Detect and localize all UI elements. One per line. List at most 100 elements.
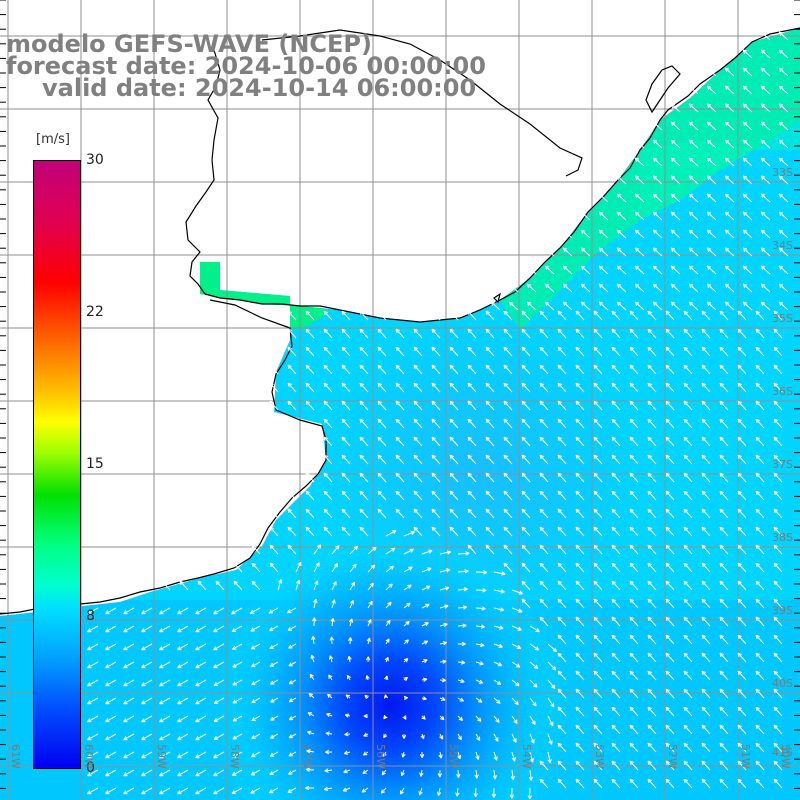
- wind-arrow: [287, 364, 297, 375]
- wind-arrow: [177, 733, 189, 741]
- wind-arrow: [557, 490, 567, 501]
- wind-arrow: [755, 418, 765, 429]
- wind-arrow: [159, 733, 171, 741]
- wind-arrow: [141, 679, 153, 687]
- wind-arrow: [647, 346, 657, 357]
- wind-arrow: [719, 418, 729, 429]
- wind-arrow: [647, 598, 657, 609]
- wind-arrow: [683, 454, 693, 465]
- wind-arrow: [688, 175, 699, 185]
- wind-arrow: [395, 418, 405, 429]
- wind-arrow: [737, 652, 747, 663]
- wind-arrow: [195, 697, 207, 705]
- wind-arrow: [593, 526, 603, 537]
- wind-arrow: [724, 139, 735, 149]
- lat-label: 34S: [772, 239, 793, 252]
- wind-arrow: [575, 436, 585, 447]
- wind-arrow: [755, 526, 765, 537]
- wind-arrow: [431, 490, 441, 501]
- wind-arrow: [683, 346, 693, 357]
- wind-arrow: [123, 625, 135, 633]
- wind-arrow: [760, 103, 771, 113]
- wind-arrow: [159, 607, 171, 615]
- wind-arrow: [377, 490, 387, 501]
- wind-arrow: [778, 31, 789, 41]
- wind-arrow: [493, 643, 503, 648]
- wind-arrow: [456, 769, 461, 778]
- wind-arrow: [598, 247, 609, 257]
- wind-arrow: [270, 715, 279, 721]
- wind-arrow: [665, 364, 675, 375]
- wind-arrow: [123, 661, 135, 669]
- wind-arrow: [755, 616, 765, 627]
- wind-arrow: [521, 598, 531, 609]
- wind-arrow: [511, 679, 520, 687]
- wind-arrow: [367, 582, 374, 591]
- wind-arrow: [701, 598, 711, 609]
- wind-arrow: [177, 661, 189, 669]
- wind-arrow: [341, 310, 351, 321]
- wind-arrow: [485, 346, 495, 357]
- wind-arrow: [449, 310, 459, 321]
- wind-arrow: [629, 760, 639, 771]
- wind-arrow: [539, 454, 549, 465]
- wind-arrow: [195, 661, 207, 669]
- lat-label: 40S: [772, 677, 793, 690]
- wind-arrow: [159, 751, 171, 759]
- wind-arrow: [232, 661, 243, 668]
- wind-arrow: [403, 566, 413, 573]
- wind-arrow: [683, 364, 693, 375]
- wind-arrow: [449, 454, 459, 465]
- wind-arrow: [475, 624, 486, 629]
- wind-arrow: [706, 265, 717, 275]
- wind-arrow: [562, 247, 573, 257]
- wind-arrow: [737, 490, 747, 501]
- lon-label: 60W: [82, 744, 95, 769]
- wind-arrow: [755, 454, 765, 465]
- wind-arrow: [719, 760, 729, 771]
- wind-arrow: [737, 742, 747, 753]
- wind-arrow: [395, 346, 405, 357]
- wind-arrow: [437, 769, 443, 778]
- wind-arrow: [366, 637, 371, 645]
- wind-arrow: [419, 751, 425, 759]
- wind-arrow: [383, 694, 389, 699]
- wind-arrow: [701, 580, 711, 591]
- wind-arrow: [485, 472, 495, 483]
- wind-arrow: [557, 418, 567, 429]
- wind-arrow: [413, 328, 423, 339]
- wind-arrow: [647, 418, 657, 429]
- wind-arrow: [773, 418, 783, 429]
- wind-arrow: [593, 598, 603, 609]
- wind-arrow: [269, 508, 279, 519]
- wind-arrow: [688, 211, 699, 221]
- wind-arrow: [557, 598, 567, 609]
- wind-arrow: [177, 625, 189, 633]
- wind-arrow: [652, 301, 663, 311]
- wind-arrow: [511, 697, 519, 706]
- wind-arrow: [418, 787, 423, 796]
- wind-arrow: [384, 675, 389, 681]
- wind-arrow: [593, 616, 603, 627]
- wind-arrow: [539, 616, 549, 627]
- wind-arrow: [778, 283, 789, 293]
- wind-arrow: [611, 742, 621, 753]
- wind-arrow: [213, 643, 225, 651]
- wind-arrow: [598, 211, 609, 221]
- wind-arrow: [778, 229, 789, 239]
- wind-arrow: [213, 697, 225, 704]
- wind-arrow: [250, 625, 261, 632]
- wind-arrow: [269, 769, 279, 776]
- wind-arrow: [778, 49, 789, 59]
- wind-arrow: [325, 749, 333, 755]
- wind-arrow: [213, 733, 225, 741]
- wind-arrow: [503, 526, 513, 537]
- wind-arrow: [413, 436, 423, 447]
- wind-arrow: [475, 588, 487, 593]
- wind-arrow: [629, 364, 639, 375]
- wind-arrow: [330, 617, 335, 627]
- wind-arrow: [719, 526, 729, 537]
- wind-arrow: [665, 400, 675, 411]
- wind-arrow: [341, 418, 351, 429]
- wind-arrow: [557, 310, 567, 321]
